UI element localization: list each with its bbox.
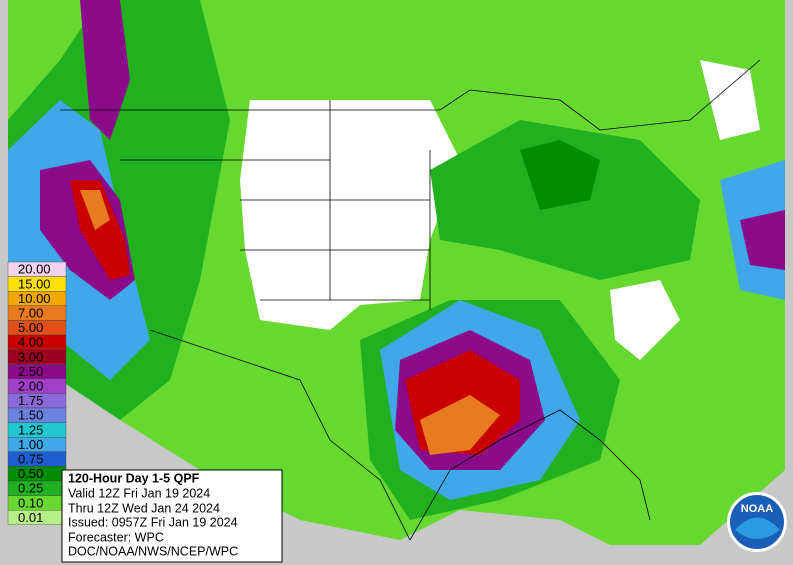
info-title: 120-Hour Day 1-5 QPF [68, 471, 200, 485]
legend-label: 1.25 [18, 422, 43, 437]
legend-label: 7.00 [18, 306, 43, 321]
boundaries [60, 59, 761, 541]
legend-label: 0.75 [18, 452, 43, 467]
legend: 20.0015.0010.007.005.004.003.002.502.001… [7, 262, 67, 526]
legend-label: 1.00 [18, 437, 43, 452]
logo-wave [735, 517, 780, 539]
noaa-logo: NOAA [727, 492, 787, 552]
legend-label: 2.50 [18, 364, 43, 379]
legend-label: 10.00 [18, 291, 51, 306]
legend-label: 5.00 [18, 320, 43, 335]
info-issued: Issued: 0957Z Fri Jan 19 2024 [68, 515, 238, 529]
legend-label: 0.50 [18, 466, 43, 481]
info-box: 120-Hour Day 1-5 QPF Valid 12Z Fri Jan 1… [61, 469, 283, 563]
info-forecaster: Forecaster: WPC [68, 530, 164, 544]
legend-label: 3.00 [18, 349, 43, 364]
legend-label: 1.50 [18, 408, 43, 423]
info-thru: Thru 12Z Wed Jan 24 2024 [68, 501, 220, 515]
legend-label: 4.00 [18, 335, 43, 350]
info-valid: Valid 12Z Fri Jan 19 2024 [68, 486, 210, 500]
logo-text: NOAA [741, 503, 773, 515]
info-panel [61, 469, 283, 563]
legend-label: 1.75 [18, 393, 43, 408]
legend-label: 0.10 [18, 495, 43, 510]
legend-label: 2.00 [18, 379, 43, 394]
legend-label: 20.00 [18, 262, 51, 277]
info-office: DOC/NOAA/NWS/NCEP/WPC [68, 544, 238, 558]
legend-label: 0.01 [18, 510, 43, 525]
legend-label: 15.00 [18, 276, 51, 291]
legend-label: 0.25 [18, 481, 43, 496]
